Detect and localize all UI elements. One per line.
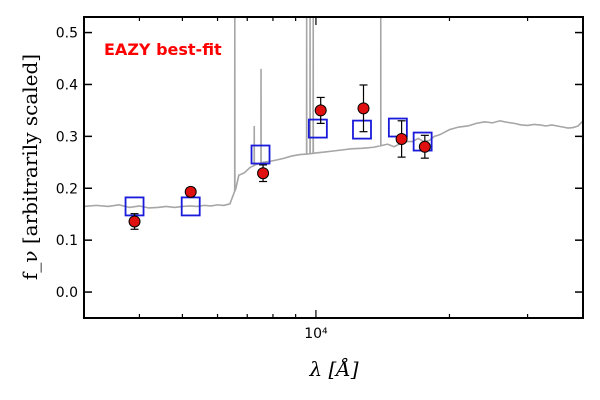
observed-photometry: [128, 84, 431, 230]
observed-point: [395, 132, 408, 145]
y-tick-label: 0.1: [56, 233, 78, 249]
model-point: [352, 119, 372, 140]
observed-point: [418, 140, 431, 153]
observed-point: [314, 104, 327, 117]
x-axis: 10⁴: [83, 17, 584, 342]
y-tick-label: 0.5: [56, 26, 78, 42]
observed-point: [128, 215, 141, 228]
y-tick-label: 0.2: [56, 181, 78, 197]
template-spectrum: [83, 16, 584, 209]
x-tick-label: 10⁴: [304, 326, 328, 342]
model-point: [250, 144, 271, 165]
x-axis-label: λ [Å]: [308, 356, 358, 381]
y-tick-label: 0.0: [56, 285, 78, 301]
y-axis: 0.0 0.1 0.2 0.3 0.4 0.5: [56, 26, 583, 301]
observed-point: [357, 102, 370, 115]
observed-point: [184, 185, 197, 198]
annotation: EAZY best-fit: [104, 40, 222, 59]
y-tick-label: 0.4: [56, 77, 78, 93]
plot-area: [83, 16, 584, 319]
template-line: [83, 16, 584, 209]
plot-frame: [83, 16, 584, 319]
plot-background: [84, 17, 583, 318]
y-axis-label: f_ν [arbitrarily scaled]: [18, 54, 42, 280]
observed-point: [257, 167, 270, 180]
model-point: [307, 118, 328, 139]
y-tick-label: 0.3: [56, 129, 78, 145]
